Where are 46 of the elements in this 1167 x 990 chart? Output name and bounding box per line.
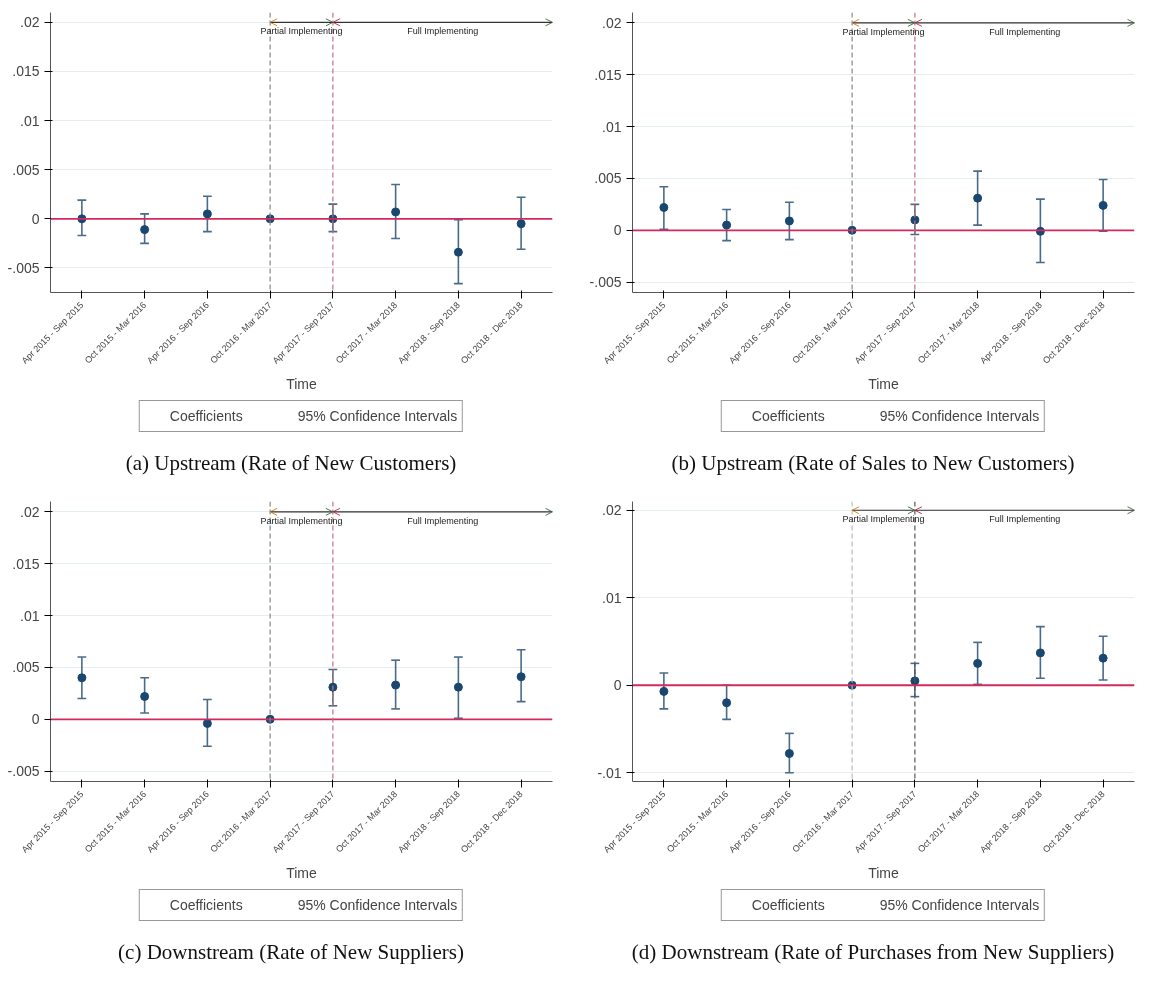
text: 95% Confidence Intervals xyxy=(297,408,458,424)
y-tick-label: .02 xyxy=(20,14,40,31)
y-tick-label: .005 xyxy=(12,659,40,676)
y-tick-label: 0 xyxy=(613,222,622,239)
x-axis-title: Time xyxy=(868,376,900,393)
y-tick-label: 0 xyxy=(31,210,40,227)
annotation: Partial Implementing xyxy=(842,26,925,37)
x-axis-title: Time xyxy=(868,865,900,882)
y-tick-label: .01 xyxy=(20,607,40,624)
y-tick-label: -.005 xyxy=(589,274,622,291)
text: 95% Confidence Intervals xyxy=(297,897,458,913)
text: Coefficients xyxy=(169,408,243,424)
y-tick-label: .02 xyxy=(602,502,622,519)
text: (c) Downstream (Rate of New Suppliers) xyxy=(118,939,464,966)
y-tick-label: .01 xyxy=(20,112,40,129)
y-tick-label: .015 xyxy=(12,63,40,80)
y-tick-label: .015 xyxy=(12,555,40,572)
text: 95% Confidence Intervals xyxy=(879,408,1040,424)
text: (b) Upstream (Rate of Sales to New Customers) xyxy=(671,450,1075,477)
y-tick-label: -.01 xyxy=(597,764,622,781)
text: Coefficients xyxy=(169,897,243,913)
annotation: Partial Implementing xyxy=(260,515,343,526)
y-tick-label: .01 xyxy=(602,589,622,606)
annotation: Partial Implementing xyxy=(842,514,925,525)
y-tick-label: -.005 xyxy=(7,763,40,780)
text: (d) Downstream (Rate of Purchases from New Suppliers) xyxy=(631,939,1115,966)
y-tick-label: .02 xyxy=(20,503,40,520)
y-tick-label: .015 xyxy=(594,66,622,83)
y-tick-label: .02 xyxy=(602,14,622,31)
x-axis-title: Time xyxy=(286,865,318,882)
y-tick-label: 0 xyxy=(613,677,622,694)
y-tick-label: .005 xyxy=(12,161,40,178)
text: Coefficients xyxy=(751,408,825,424)
y-tick-label: 0 xyxy=(31,711,40,728)
annotation: Full Implementing xyxy=(989,514,1061,525)
text: 95% Confidence Intervals xyxy=(879,897,1040,913)
annotation: Full Implementing xyxy=(407,515,479,526)
annotation: Partial Implementing xyxy=(260,26,343,37)
y-tick-label: .01 xyxy=(602,118,622,135)
text: Coefficients xyxy=(751,897,825,913)
y-tick-label: -.005 xyxy=(7,259,40,276)
x-axis-title: Time xyxy=(286,376,318,393)
text: (a) Upstream (Rate of New Customers) xyxy=(125,450,457,477)
annotation: Full Implementing xyxy=(407,26,479,37)
annotation: Full Implementing xyxy=(989,26,1061,37)
y-tick-label: .005 xyxy=(594,170,622,187)
